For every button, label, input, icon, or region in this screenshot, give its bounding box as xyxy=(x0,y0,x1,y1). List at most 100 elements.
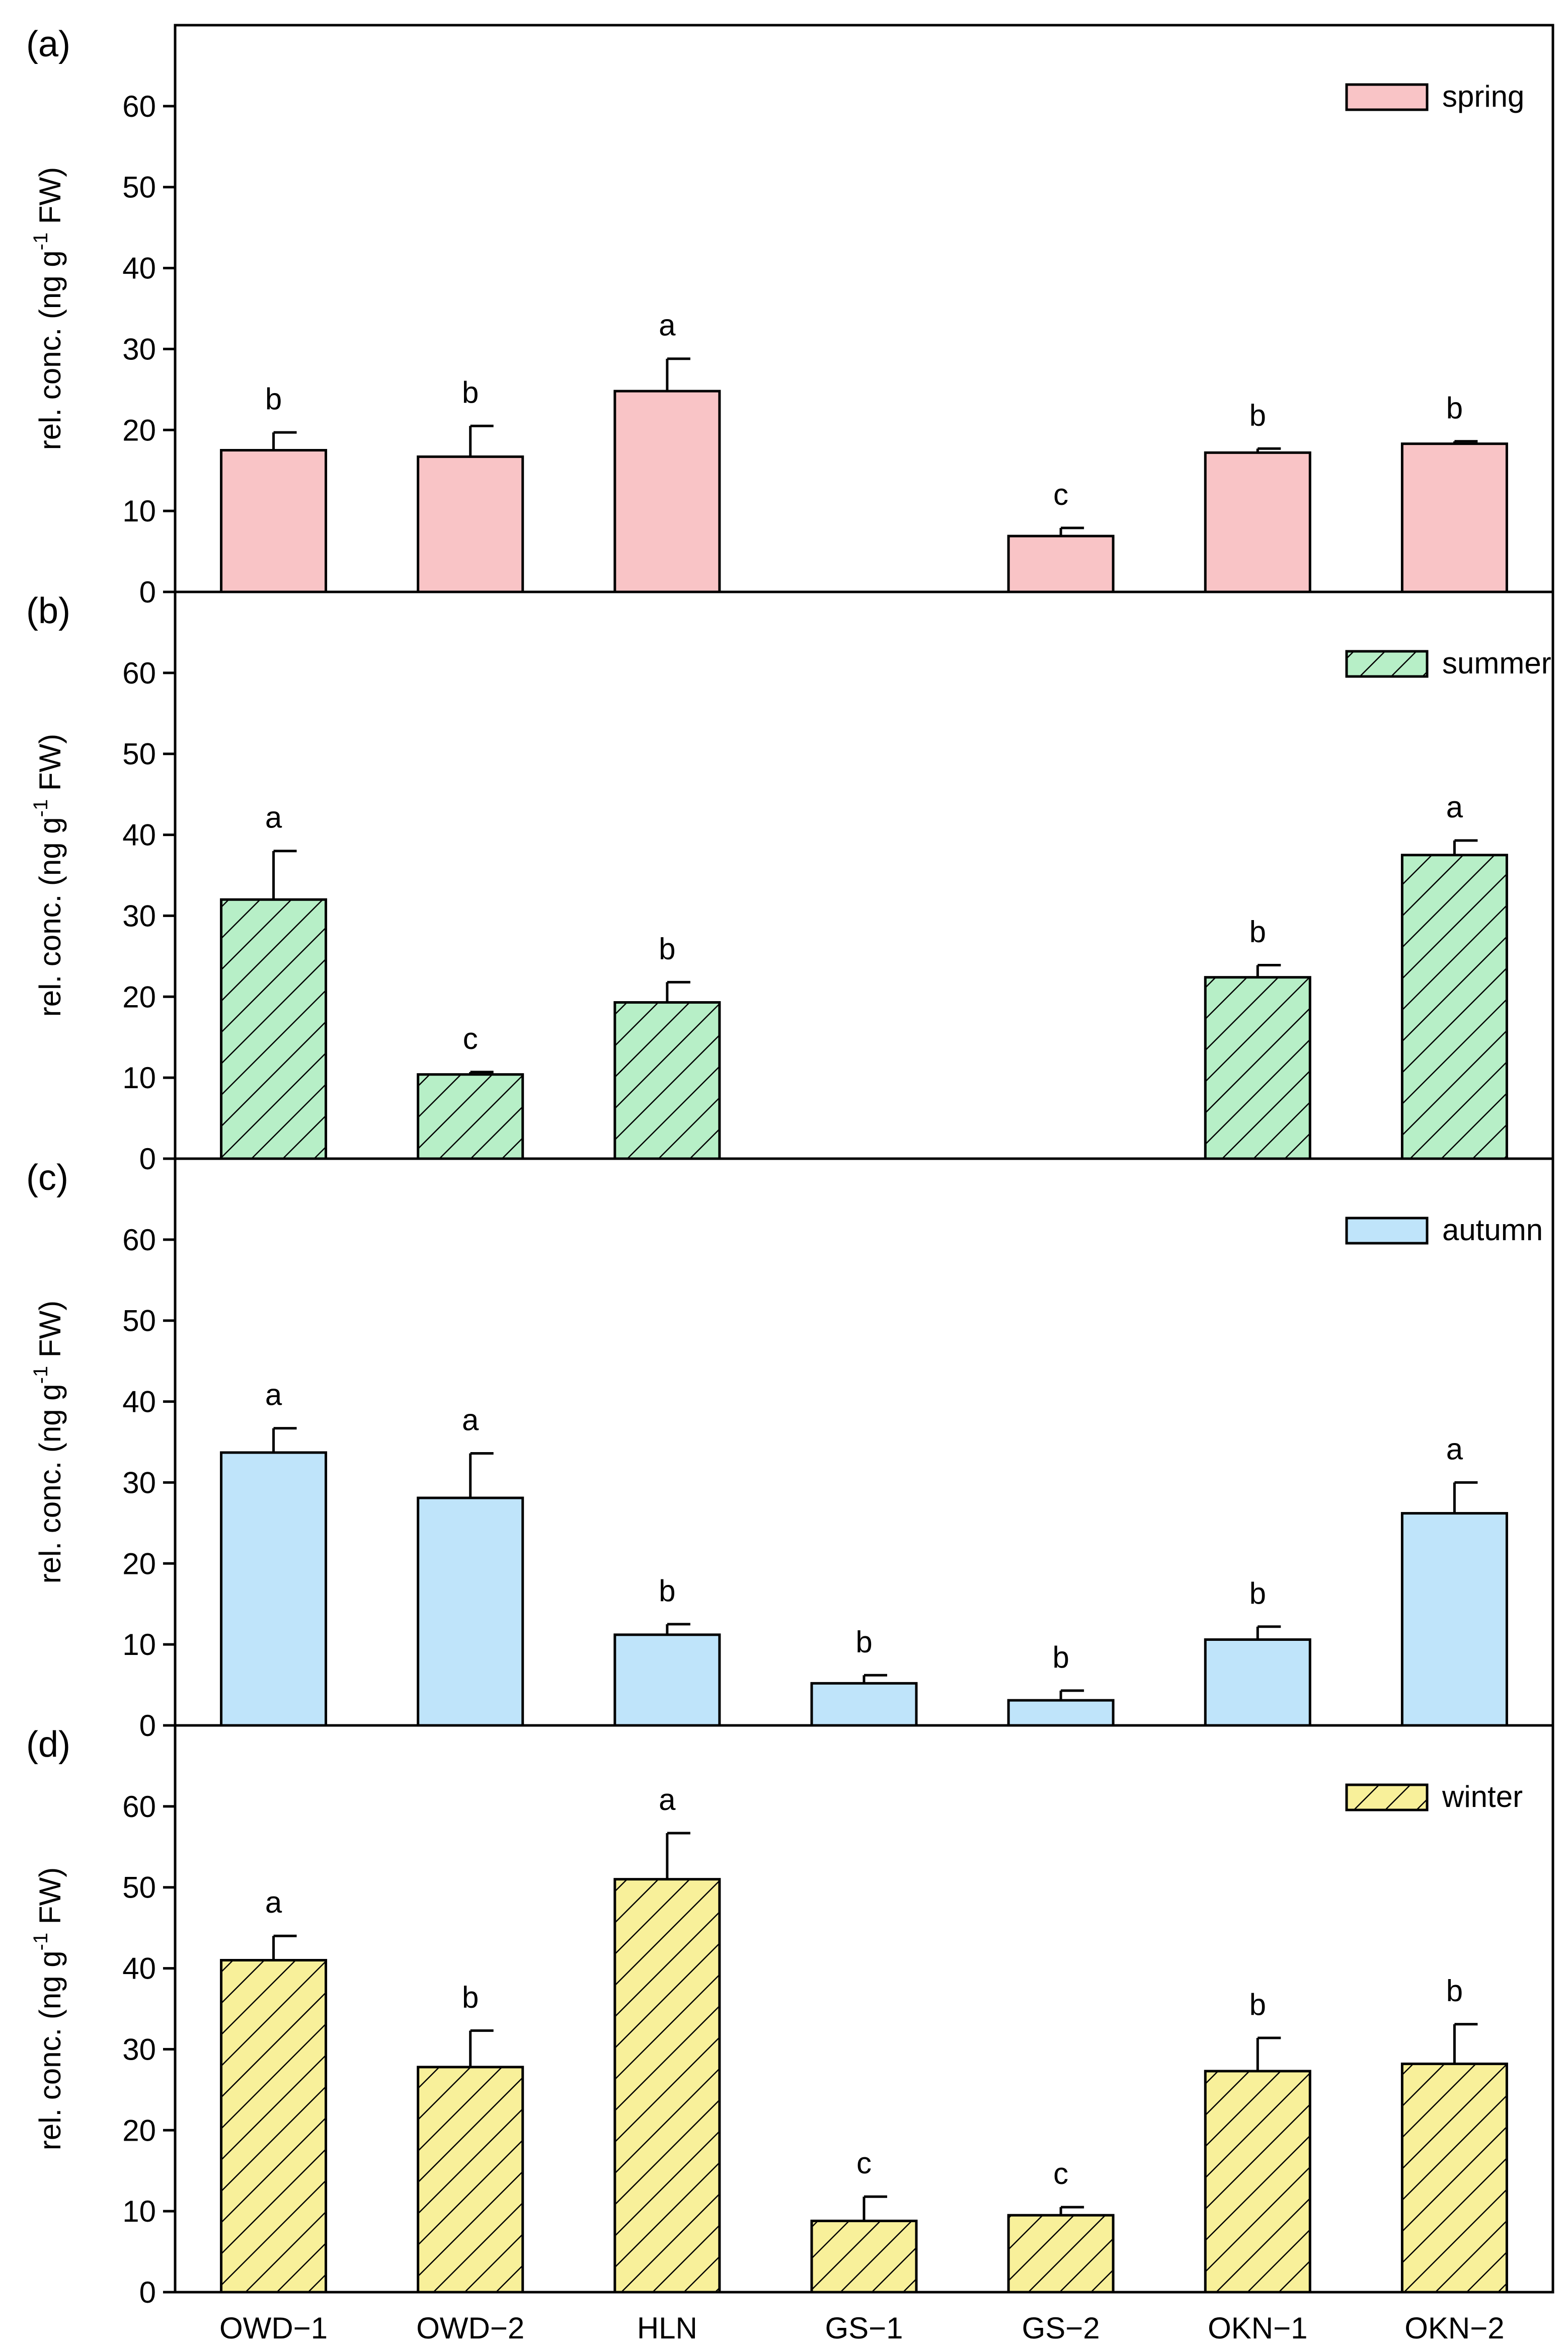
significance-letter: c xyxy=(856,2146,872,2180)
bar-hatch xyxy=(614,1879,720,2292)
x-category-label: HLN xyxy=(637,2311,697,2344)
bar-hatch xyxy=(418,2067,523,2292)
bar-fill xyxy=(418,457,523,592)
y-tick-label: 0 xyxy=(139,575,156,609)
legend-swatch-outline xyxy=(1345,650,1429,678)
x-category-label: OKN−2 xyxy=(1404,2311,1504,2344)
significance-letter: a xyxy=(265,1885,282,1919)
significance-letter: a xyxy=(659,1783,676,1817)
significance-letter: b xyxy=(1249,915,1266,949)
bar-outline xyxy=(810,2219,918,2294)
significance-letter: b xyxy=(265,382,282,416)
y-tick-label: 0 xyxy=(139,1709,156,1743)
x-category-label: OWD−2 xyxy=(416,2311,524,2344)
y-tick-label: 50 xyxy=(122,1304,156,1338)
bar-hatch xyxy=(1205,977,1310,1159)
y-axis-label-unit: FW) xyxy=(33,1867,67,1933)
significance-letter: c xyxy=(1053,2157,1068,2190)
y-tick-label: 30 xyxy=(122,1466,156,1499)
y-tick-label: 30 xyxy=(122,899,156,933)
bar-outline xyxy=(417,2066,524,2294)
bar-fill xyxy=(221,1452,326,1725)
legend-label: summer xyxy=(1442,646,1551,680)
y-tick-label: 30 xyxy=(122,2032,156,2066)
y-tick-label: 20 xyxy=(122,413,156,447)
y-tick-label: 10 xyxy=(122,494,156,528)
y-tick-label: 20 xyxy=(122,980,156,1014)
y-tick-label: 20 xyxy=(122,1547,156,1580)
bar-fill xyxy=(812,1683,916,1725)
panel-spring: 0 10 20 30 40 50 60 rel. conc. (ng g-1 FW) (a) b b… xyxy=(26,24,1554,609)
y-tick-label: 40 xyxy=(122,1385,156,1419)
panel-label: (b) xyxy=(26,591,70,631)
y-axis-label-superscript: -1 xyxy=(30,1366,52,1384)
bar-outline xyxy=(613,1878,721,2294)
y-axis-label-unit: FW) xyxy=(33,167,67,233)
y-axis-label-unit: FW) xyxy=(33,734,67,799)
significance-letter: b xyxy=(1446,1974,1463,2008)
significance-letter: b xyxy=(462,1980,479,2014)
significance-letter: a xyxy=(1446,790,1463,824)
significance-letter: b xyxy=(462,375,479,409)
legend: spring xyxy=(1345,80,1524,113)
y-tick-label: 40 xyxy=(122,818,156,852)
y-tick-label: 10 xyxy=(122,2195,156,2228)
legend-label: winter xyxy=(1442,1780,1523,1813)
y-axis-label-unit: FW) xyxy=(33,1301,67,1366)
x-category-label: GS−1 xyxy=(825,2311,903,2344)
bar-fill xyxy=(1008,536,1114,592)
significance-letter: b xyxy=(1249,398,1266,432)
panel-label: (d) xyxy=(26,1724,70,1765)
y-axis-label: rel. conc. (ng g-1 FW) xyxy=(30,1301,67,1583)
significance-letter: b xyxy=(659,932,675,965)
bar-fill xyxy=(1205,452,1310,592)
bar-fill xyxy=(1205,1639,1310,1725)
panel-winter: 0 10 20 30 40 50 60 rel. conc. (ng g-1 FW) (d) a b… xyxy=(26,1724,1554,2309)
legend-swatch-hatch xyxy=(1347,651,1427,676)
y-axis-label: rel. conc. (ng g-1 FW) xyxy=(30,167,67,450)
bar-fill xyxy=(418,1497,523,1725)
y-axis-label-main: rel. conc. (ng g xyxy=(33,1950,67,2150)
y-axis-label: rel. conc. (ng g-1 FW) xyxy=(30,1867,67,2150)
legend-label: spring xyxy=(1442,80,1524,113)
bar-hatch xyxy=(221,1960,326,2292)
bar-fill xyxy=(221,450,326,592)
y-tick-label: 50 xyxy=(122,737,156,771)
legend: autumn xyxy=(1345,1213,1543,1247)
y-tick-label: 40 xyxy=(122,252,156,285)
significance-letter: b xyxy=(1446,391,1463,425)
legend-swatch-hatch xyxy=(1347,1785,1427,1810)
panel-label: (a) xyxy=(26,24,70,64)
legend-swatch xyxy=(1347,1218,1427,1243)
bar-hatch xyxy=(812,2221,916,2292)
significance-letter: b xyxy=(1249,1988,1266,2021)
y-tick-label: 60 xyxy=(122,656,156,690)
y-tick-label: 30 xyxy=(122,332,156,366)
y-tick-label: 50 xyxy=(122,171,156,204)
y-axis-label-superscript: -1 xyxy=(30,233,52,251)
bar-fill xyxy=(1402,1513,1507,1725)
legend-swatch-outline xyxy=(1345,1217,1429,1245)
legend-label: autumn xyxy=(1442,1213,1543,1247)
bar-hatch xyxy=(614,1002,720,1159)
significance-letter: a xyxy=(265,801,282,835)
bar-fill xyxy=(614,1634,720,1725)
panel-summer: 0 10 20 30 40 50 60 rel. conc. (ng g-1 FW) (b) a c… xyxy=(26,590,1554,1176)
bar-fill xyxy=(614,391,720,592)
x-category-labels: OWD−1 OWD−2 HLN GS−1 GS−2 OKN−1 OKN−2 xyxy=(219,2311,1505,2344)
y-axis-label-main: rel. conc. (ng g xyxy=(33,1384,67,1583)
y-axis-label-main: rel. conc. (ng g xyxy=(33,250,67,450)
significance-letter: b xyxy=(1052,1640,1069,1674)
y-tick-label: 0 xyxy=(139,2276,156,2309)
y-tick-label: 20 xyxy=(122,2113,156,2147)
bar-outline xyxy=(1400,2062,1508,2294)
legend: winter xyxy=(1345,1780,1523,1813)
x-category-label: GS−2 xyxy=(1022,2311,1100,2344)
x-category-label: OWD−1 xyxy=(219,2311,328,2344)
y-tick-label: 10 xyxy=(122,1628,156,1661)
legend-swatch xyxy=(1347,85,1427,110)
x-category-label: OKN−1 xyxy=(1208,2311,1307,2344)
legend: summer xyxy=(1345,646,1551,680)
